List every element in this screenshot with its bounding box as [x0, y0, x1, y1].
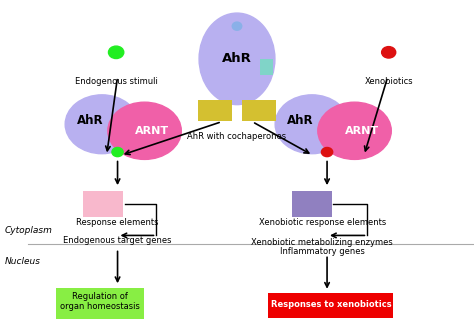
Ellipse shape — [232, 22, 242, 30]
Bar — [83, 191, 123, 217]
Ellipse shape — [275, 95, 348, 154]
Text: Endogenous target genes: Endogenous target genes — [64, 236, 172, 245]
Text: AhR with cochaperones: AhR with cochaperones — [187, 132, 287, 142]
Text: organ homeostasis: organ homeostasis — [60, 302, 139, 311]
Text: Endogenous stimuli: Endogenous stimuli — [75, 77, 157, 86]
Text: Xenobiotic metabolizing enzymes: Xenobiotic metabolizing enzymes — [251, 238, 393, 247]
Ellipse shape — [318, 102, 392, 160]
Text: Nucleus: Nucleus — [5, 257, 41, 266]
Ellipse shape — [321, 147, 333, 157]
Ellipse shape — [199, 13, 275, 105]
Text: AhR: AhR — [287, 114, 313, 128]
Text: AhR: AhR — [77, 114, 103, 128]
Bar — [198, 100, 232, 121]
Text: Response elements: Response elements — [76, 218, 159, 227]
Text: Cytoplasm: Cytoplasm — [5, 226, 53, 235]
Text: Xenobiotic response elements: Xenobiotic response elements — [259, 218, 386, 227]
Ellipse shape — [112, 147, 123, 157]
Text: AhR: AhR — [222, 52, 252, 65]
Bar — [292, 191, 332, 217]
Text: Responses to xenobiotics: Responses to xenobiotics — [271, 300, 391, 309]
Text: Regulation of: Regulation of — [72, 292, 128, 301]
Bar — [268, 293, 393, 318]
Text: ARNT: ARNT — [345, 126, 379, 136]
Text: ARNT: ARNT — [135, 126, 169, 136]
Text: Xenobiotics: Xenobiotics — [365, 77, 413, 86]
Text: Inflammatory genes: Inflammatory genes — [280, 247, 365, 256]
Ellipse shape — [109, 46, 124, 59]
Ellipse shape — [108, 102, 181, 160]
Ellipse shape — [382, 46, 396, 58]
Bar — [56, 288, 144, 319]
Bar — [242, 100, 276, 121]
Bar — [260, 59, 273, 75]
Ellipse shape — [65, 95, 138, 154]
